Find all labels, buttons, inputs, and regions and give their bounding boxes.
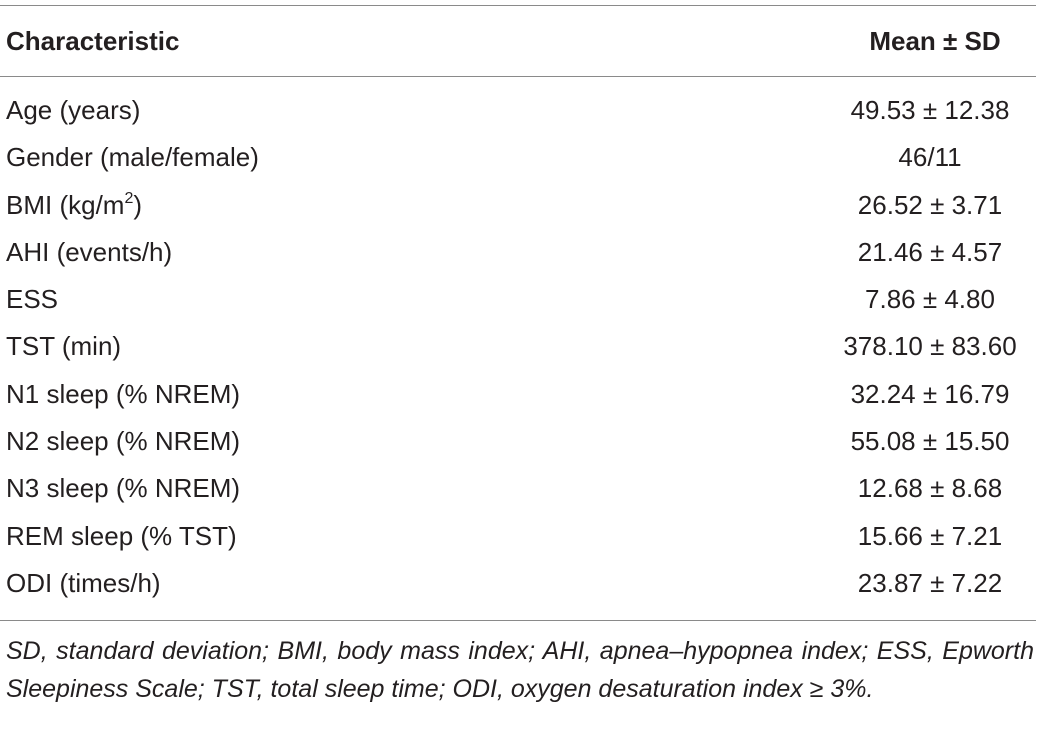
table-bottom-rule xyxy=(0,620,1036,621)
table-row: BMI (kg/m2) 26.52 ± 3.71 xyxy=(0,184,1040,231)
row-label: BMI (kg/m2) xyxy=(6,190,142,221)
table-footnote: SD, standard deviation; BMI, body mass i… xyxy=(6,637,1034,703)
table-row: TST (min) 378.10 ± 83.60 xyxy=(0,325,1040,372)
row-label: N2 sleep (% NREM) xyxy=(6,426,241,457)
row-label: AHI (events/h) xyxy=(6,236,173,267)
table-row: AHI (events/h) 21.46 ± 4.57 xyxy=(0,231,1040,278)
table-row: ESS 7.86 ± 4.80 xyxy=(0,278,1040,325)
row-label: ESS xyxy=(6,284,59,315)
table-top-rule xyxy=(0,5,1036,6)
row-label: ODI (times/h) xyxy=(6,567,161,598)
row-value: 55.08 ± 15.50 xyxy=(850,426,1010,457)
row-value: 23.87 ± 7.22 xyxy=(857,567,1003,598)
table-header-row: Characteristic Mean ± SD xyxy=(0,22,1040,62)
table-row: REM sleep (% TST) 15.66 ± 7.21 xyxy=(0,515,1040,562)
row-label: REM sleep (% TST) xyxy=(6,520,237,551)
table-row: Gender (male/female) 46/11 xyxy=(0,136,1040,183)
row-label: N1 sleep (% NREM) xyxy=(6,378,241,409)
row-label-text-end: ) xyxy=(133,189,143,220)
row-value: 378.10 ± 83.60 xyxy=(843,331,1017,362)
table-body: Age (years) 49.53 ± 12.38 Gender (male/f… xyxy=(0,89,1040,609)
row-label-text: BMI (kg/m xyxy=(6,189,125,220)
row-label: N3 sleep (% NREM) xyxy=(6,473,241,504)
row-value: 26.52 ± 3.71 xyxy=(857,189,1003,220)
row-value: 7.86 ± 4.80 xyxy=(865,284,995,315)
row-value: 46/11 xyxy=(898,142,962,173)
table-row: ODI (times/h) 23.87 ± 7.22 xyxy=(0,562,1040,609)
row-label-superscript: 2 xyxy=(124,189,134,207)
row-label: TST (min) xyxy=(6,331,122,362)
row-value: 49.53 ± 12.38 xyxy=(850,95,1010,125)
row-value: 15.66 ± 7.21 xyxy=(857,520,1003,551)
row-label: Age (years) xyxy=(6,95,141,125)
table-row: N2 sleep (% NREM) 55.08 ± 15.50 xyxy=(0,420,1040,467)
row-value: 12.68 ± 8.68 xyxy=(857,473,1003,504)
table-row: N1 sleep (% NREM) 32.24 ± 16.79 xyxy=(0,373,1040,420)
row-value: 32.24 ± 16.79 xyxy=(850,378,1010,409)
row-value: 21.46 ± 4.57 xyxy=(857,236,1003,267)
row-label: Gender (male/female) xyxy=(6,142,259,173)
table-header-rule xyxy=(0,76,1036,77)
table-row: N3 sleep (% NREM) 12.68 ± 8.68 xyxy=(0,467,1040,514)
table-row: Age (years) 49.53 ± 12.38 xyxy=(0,89,1040,136)
header-mean-sd: Mean ± SD xyxy=(869,26,1001,56)
header-characteristic: Characteristic xyxy=(6,26,180,56)
